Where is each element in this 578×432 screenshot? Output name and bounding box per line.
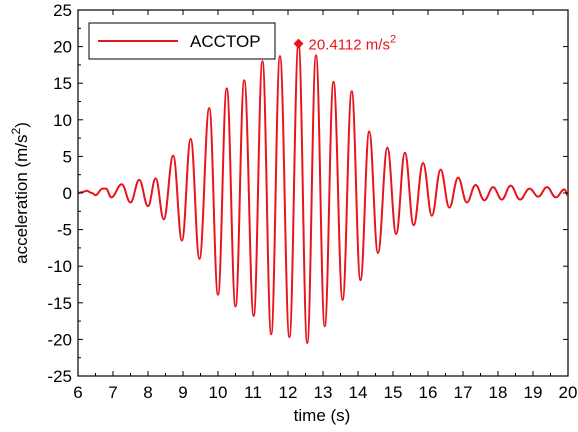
peak-marker (293, 38, 304, 49)
x-tick-label: 13 (314, 383, 333, 402)
y-tick-label: -20 (47, 330, 72, 349)
x-tick-label: 12 (279, 383, 298, 402)
x-tick-label: 7 (108, 383, 117, 402)
x-tick-label: 6 (73, 383, 82, 402)
peak-label-main: 20.4112 m/s (309, 37, 390, 54)
peak-label: 20.4112 m/s2 (309, 34, 397, 54)
legend-label-acctop: ACCTOP (190, 32, 261, 51)
y-tick-label: 0 (63, 184, 72, 203)
x-tick-label: 19 (524, 383, 543, 402)
y-axis-label-close: ) (12, 122, 31, 128)
x-tick-label: 9 (178, 383, 187, 402)
y-axis-label-main: acceleration (m/s (12, 134, 31, 263)
x-tick-label: 16 (419, 383, 438, 402)
peak-label-sup: 2 (390, 34, 396, 46)
y-tick-label: 10 (53, 111, 72, 130)
x-tick-label: 11 (244, 383, 262, 402)
x-axis: 6 7 8 9 10 11 12 13 14 15 16 17 18 19 20 (73, 10, 577, 402)
y-axis-label: acceleration (m/s2) (9, 122, 31, 264)
y-axis: -25 -20 -15 -10 -5 0 5 10 15 20 25 (47, 1, 568, 386)
series-line-acctop (77, 42, 569, 345)
y-tick-label: -25 (47, 367, 72, 386)
x-axis-label: time (s) (294, 406, 351, 425)
y-tick-label: -5 (57, 221, 72, 240)
y-tick-label: 20 (53, 38, 72, 57)
y-tick-label: 15 (53, 74, 72, 93)
x-tick-label: 8 (143, 383, 152, 402)
x-tick-label: 18 (489, 383, 508, 402)
x-tick-label: 15 (384, 383, 403, 402)
legend: ACCTOP (88, 22, 276, 60)
y-tick-label: 5 (63, 147, 72, 166)
y-tick-label: -10 (47, 257, 72, 276)
plot-area (77, 9, 569, 377)
y-axis-label-sup: 2 (9, 127, 23, 134)
peak-annotation: 20.4112 m/s2 (293, 34, 397, 54)
x-tick-label: 14 (349, 383, 368, 402)
x-tick-label: 17 (454, 383, 473, 402)
x-tick-label: 10 (209, 383, 228, 402)
x-tick-label: 20 (559, 383, 578, 402)
y-tick-label: -15 (47, 294, 72, 313)
y-tick-label: 25 (53, 1, 72, 20)
